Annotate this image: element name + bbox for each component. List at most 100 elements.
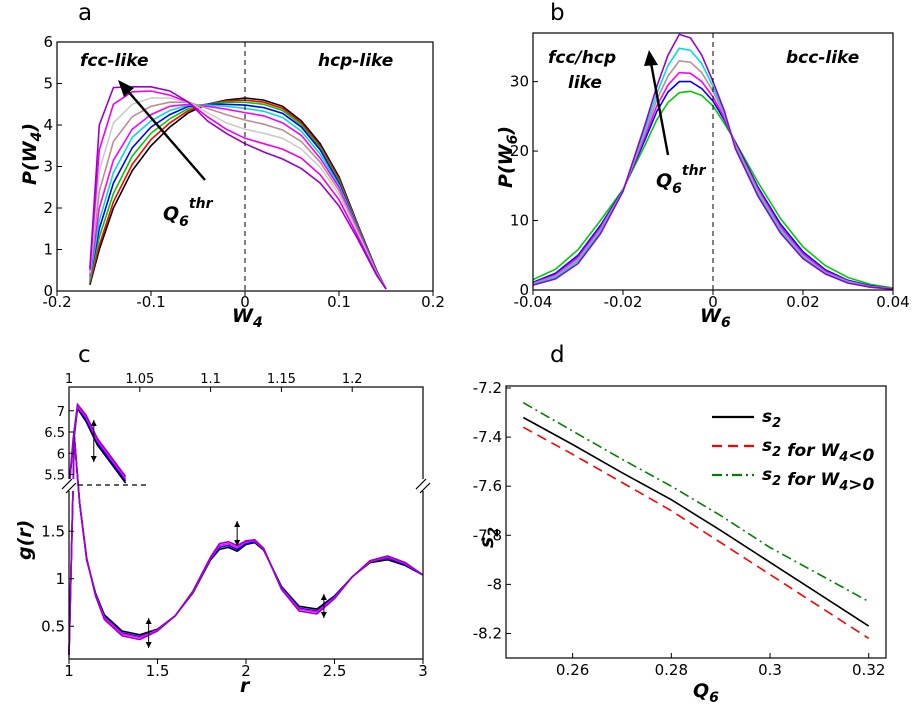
annotation-q6-thr-a: Q6thr	[163, 196, 214, 230]
panel-b-xtick-label-3: 0.02	[786, 293, 819, 311]
panel-b-series-5	[532, 33, 894, 290]
panel-c-ytick-label-2: 1.5	[41, 522, 65, 540]
annotation-hcp-like: hcp-like	[318, 51, 393, 71]
panel-d-xtick-label-1: 0.28	[655, 661, 688, 679]
annotation-fcc-like: fcc-like	[80, 51, 149, 71]
panel-c-xtick-label-2: 2	[241, 662, 251, 680]
panel-b-ytick-label-3: 30	[510, 73, 529, 91]
panel-c: 1 1.5 2 2.5 3 1 1.05 1.1 1.15 1.2 0.5 1 1.5 5.5 6 6.5 7…	[14, 372, 431, 697]
panel-b-xtick-label-1: -0.02	[604, 293, 643, 311]
axis-break-gap-left	[62, 479, 76, 491]
panel-b-xtick-label-0: -0.04	[514, 293, 553, 311]
panel-a-ytick-label-2: 2	[43, 199, 53, 217]
panel-c-arrow-head-up-3	[320, 594, 327, 600]
panel-a-xtick-label-3: 0.1	[327, 293, 351, 311]
panel-c-peak-series-3	[68, 402, 127, 488]
panel-b-series-1	[532, 80, 894, 290]
annotation-fcc-hcp: fcc/hcp	[548, 48, 616, 68]
axis-break-mark-left-2	[65, 482, 77, 494]
arrow-shaft-a	[126, 89, 206, 181]
panel-a-xtick-label-4: 0.2	[421, 293, 445, 311]
xlabel-w6: W6	[700, 305, 731, 331]
panel-a-ytick-label-5: 5	[43, 75, 53, 93]
panel-a-xtick-label-2: 0	[240, 293, 250, 311]
ylabel-g-r: g(r)	[14, 520, 36, 560]
xlabel-r: r	[240, 675, 251, 697]
panel-c-arrow-head-up-1	[145, 618, 152, 624]
panel-c-arrow-head-down-0	[90, 456, 97, 462]
panel-b-ytick-label-0: 0	[519, 281, 529, 299]
panel-c-arrow-head-up-0	[90, 420, 97, 426]
panel-a-ytick-label-3: 3	[43, 158, 53, 176]
panel-c-arrow-head-down-1	[145, 642, 152, 648]
annotation-q6-thr-b: Q6thr	[656, 163, 707, 197]
panel-c-series-2	[68, 436, 424, 655]
panel-a-series-5	[89, 103, 387, 290]
panel-c-arrow-head-down-2	[234, 540, 241, 546]
panel-c-series-1	[68, 436, 424, 655]
annotation-bcc-like: bcc-like	[786, 48, 859, 68]
panel-d-ytick-label-1: -7.4	[473, 428, 502, 446]
plot-frame-c	[68, 386, 424, 660]
panel-a-ytick-label-4: 4	[43, 116, 53, 134]
panel-b-xtick-label-4: 0.04	[876, 293, 909, 311]
panel-d-ytick-label-4: -8	[487, 575, 502, 593]
panel-d-ytick-label-2: -7.6	[473, 477, 502, 495]
panel-c-upper-ytick-label-3: 7	[57, 405, 65, 420]
legend-label-1: s2 for W4<0	[762, 436, 875, 466]
ylabel-p-w4: P(W4)	[19, 123, 45, 185]
panel-c-upper-ytick-label-2: 6.5	[44, 426, 65, 441]
panel-a-xtick-label-0: -0.2	[42, 293, 71, 311]
panel-d-ytick-label-5: -8.2	[473, 624, 502, 642]
panel-c-ytick-label-1: 1	[55, 570, 65, 588]
panel-a-ytick-label-1: 1	[43, 241, 53, 259]
panel-c-xtick-label-4: 3	[418, 662, 428, 680]
panel-a-xtick-label-1: -0.1	[136, 293, 165, 311]
panel-b-xtick-label-2: 0	[708, 293, 718, 311]
panel-c-upper-ytick-label-1: 6	[57, 447, 65, 462]
panel-d-ytick-label-3: -7.8	[473, 526, 502, 544]
legend-d: s2 s2 for W4<0s2 for W4>0	[712, 407, 875, 495]
panel-d-series-2	[522, 402, 870, 603]
panel-c-arrow-head-up-2	[234, 521, 241, 527]
panel-a-ytick-label-0: 0	[43, 282, 53, 300]
panel-c-xtick-label-3: 2.5	[323, 662, 347, 680]
panel-c-ytick-label-0: 0.5	[41, 617, 65, 635]
panel-letter-a: a	[78, 0, 92, 26]
panel-c-series-3	[68, 436, 424, 655]
panel-c-top-xtick-label-0: 1	[65, 372, 73, 387]
annotation-like: like	[568, 73, 602, 93]
panel-c-top-xtick-label-4: 1.2	[342, 372, 363, 387]
panel-b-ytick-label-2: 20	[510, 142, 529, 160]
arrow-head-b	[644, 50, 658, 66]
panel-d-xtick-label-0: 0.26	[556, 661, 589, 679]
panel-b-series-3	[532, 59, 894, 290]
panel-b-ytick-label-1: 10	[510, 212, 529, 230]
panel-c-xtick-label-1: 1.5	[146, 662, 170, 680]
panel-c-top-xtick-label-2: 1.1	[200, 372, 221, 387]
panel-d-xtick-label-2: 0.3	[758, 661, 782, 679]
legend-label-2: s2 for W4>0	[762, 465, 875, 495]
panel-c-xtick-label-0: 1	[64, 662, 74, 680]
panel-d-ytick-label-0: -7.2	[473, 379, 502, 397]
plot-frame-d	[505, 385, 887, 659]
xlabel-q6: Q6	[693, 680, 719, 706]
axis-break-mark-left-1	[61, 478, 73, 490]
panel-c-upper-ytick-label-0: 5.5	[44, 469, 65, 484]
panel-letter-c: c	[78, 342, 91, 368]
panel-c-arrow-head-down-3	[320, 612, 327, 618]
panel-a-ytick-label-6: 6	[43, 33, 53, 51]
panel-c-top-xtick-label-3: 1.15	[267, 372, 296, 387]
panel-a: -0.2 -0.1 0 0.1 0.2 0 1 2 3 4 5 6 fcc-like hcp-lik…	[19, 33, 445, 331]
arrow-shaft-b	[649, 62, 670, 156]
panel-letter-b: b	[550, 0, 565, 26]
axis-break-gap-right	[416, 479, 430, 491]
axis-break-mark-right-1	[415, 478, 427, 490]
arrow-head-a	[118, 80, 134, 97]
panel-b: -0.04 -0.02 0 0.02 0.04 0 10 20 30 fcc/hcp like…	[495, 32, 910, 331]
panel-letter-d: d	[550, 342, 565, 368]
panel-b-series-0	[532, 90, 894, 289]
axis-break-mark-right-2	[419, 482, 431, 494]
legend-label-0: s2	[762, 407, 781, 431]
